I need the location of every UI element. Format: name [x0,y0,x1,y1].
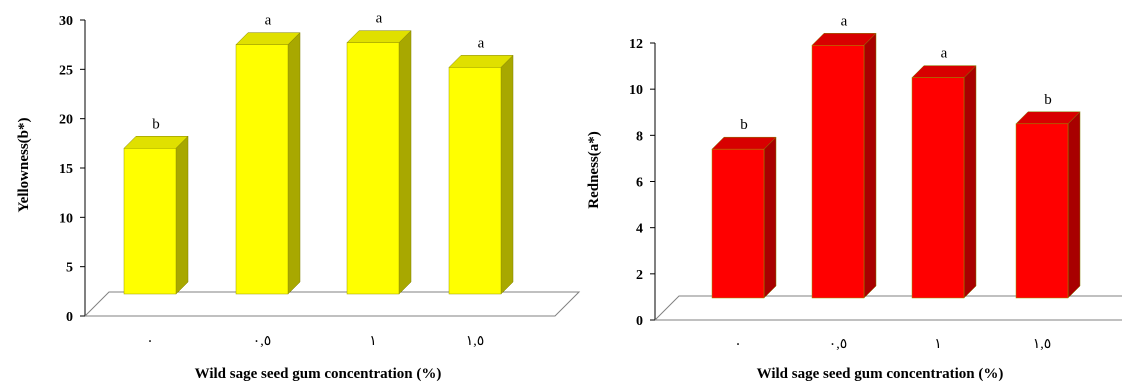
y-tick-label: 0 [636,314,643,329]
category-label: ١ [934,337,942,352]
bar-front [711,148,765,299]
x-axis-title: Wild sage seed gum concentration (%) [195,366,442,382]
bar-side [1067,111,1081,299]
bar-front [235,44,289,295]
significance-label: a [478,35,485,51]
bar-side [398,30,412,295]
category-label: ٠ [146,334,154,349]
bar-side [763,136,777,299]
significance-label: a [841,13,848,29]
bar-side [500,54,514,295]
x-axis-title: Wild sage seed gum concentration (%) [757,366,1004,382]
bar-front [123,148,177,295]
significance-label: b [1044,92,1052,108]
y-tick-label: 2 [636,268,643,283]
significance-label: a [265,13,272,29]
y-tick-label: 12 [629,37,643,52]
category-label: ٠,٥ [829,337,848,352]
yellowness-chart: Yellowness(b*) Wild sage seed gum concen… [16,11,581,382]
y-tick-label: 25 [59,63,73,78]
bar-side [863,32,877,299]
category-label: ١,٥ [466,334,485,349]
chart-floor [653,295,1122,321]
y-axis-title: Redness(a*) [586,131,602,209]
category-label: ١,٥ [1033,337,1052,352]
bar [911,65,977,299]
bar [1015,111,1081,299]
chart-floor [83,291,581,317]
bar-front [911,77,965,299]
bar-front [346,42,400,295]
bar [448,54,514,295]
significance-label: b [740,117,748,133]
bar-side [175,135,189,295]
y-tick-label: 30 [59,14,73,29]
y-tick-label: 8 [636,129,643,144]
y-tick-label: 10 [629,83,643,98]
significance-label: b [152,116,160,132]
y-tick-label: 6 [636,176,643,191]
y-tick-label: 5 [66,261,73,276]
y-tick-label: 10 [59,211,73,226]
bar-front [1015,123,1069,299]
y-tick-label: 15 [59,162,73,177]
bar [235,32,301,295]
bar-front [448,67,502,295]
bar [811,32,877,299]
y-axis-title: Yellowness(b*) [16,117,32,212]
bar-side [287,32,301,295]
category-label: ١ [369,334,377,349]
significance-label: a [941,46,948,62]
category-label: ٠ [734,337,742,352]
bar [711,136,777,299]
bar [346,30,412,295]
redness-chart: Redness(a*) Wild sage seed gum concentra… [586,13,1122,382]
bar [123,135,189,295]
significance-label: a [376,11,383,27]
bar-front [811,45,865,299]
y-tick-label: 20 [59,113,73,128]
bar-side [963,65,977,299]
y-tick-label: 4 [636,222,643,237]
category-label: ٠,٥ [253,334,272,349]
y-tick-label: 0 [66,310,73,325]
